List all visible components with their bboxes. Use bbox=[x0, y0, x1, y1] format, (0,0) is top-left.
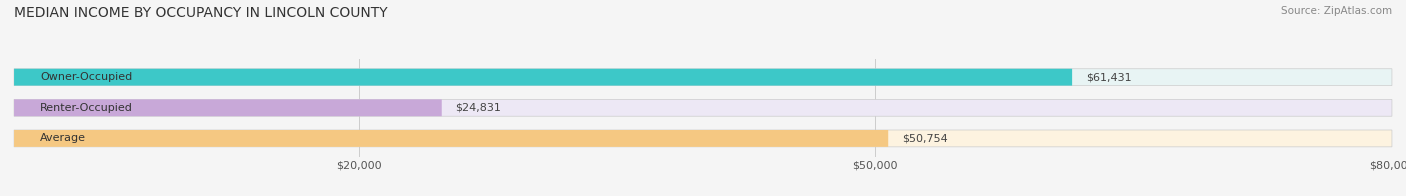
Text: $24,831: $24,831 bbox=[456, 103, 502, 113]
FancyBboxPatch shape bbox=[14, 69, 1073, 86]
FancyBboxPatch shape bbox=[14, 69, 1392, 86]
Text: Average: Average bbox=[39, 133, 86, 143]
Text: $50,754: $50,754 bbox=[903, 133, 948, 143]
FancyBboxPatch shape bbox=[14, 99, 1392, 116]
FancyBboxPatch shape bbox=[14, 130, 889, 147]
Text: Owner-Occupied: Owner-Occupied bbox=[39, 72, 132, 82]
FancyBboxPatch shape bbox=[14, 130, 1392, 147]
Text: MEDIAN INCOME BY OCCUPANCY IN LINCOLN COUNTY: MEDIAN INCOME BY OCCUPANCY IN LINCOLN CO… bbox=[14, 6, 388, 20]
Text: $61,431: $61,431 bbox=[1085, 72, 1132, 82]
FancyBboxPatch shape bbox=[14, 99, 441, 116]
Text: Source: ZipAtlas.com: Source: ZipAtlas.com bbox=[1281, 6, 1392, 16]
Text: Renter-Occupied: Renter-Occupied bbox=[39, 103, 132, 113]
